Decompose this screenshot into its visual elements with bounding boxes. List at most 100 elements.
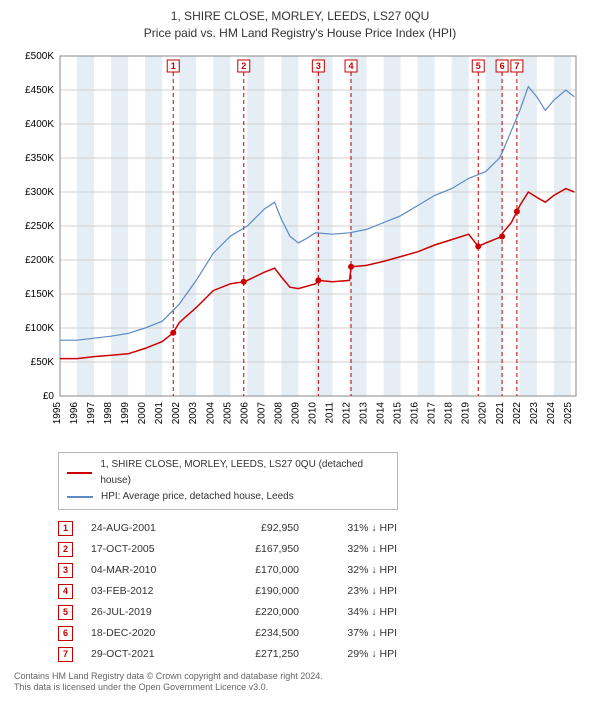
sale-marker-number: 2 <box>241 61 246 71</box>
transaction-number: 2 <box>58 542 73 557</box>
transaction-number: 6 <box>58 626 73 641</box>
x-tick-label: 2018 <box>444 401 455 424</box>
y-tick-label: £100K <box>25 323 54 334</box>
y-tick-label: £400K <box>25 119 54 130</box>
x-tick-label: 2013 <box>359 401 370 424</box>
y-tick-label: £0 <box>43 391 55 402</box>
y-tick-label: £200K <box>25 255 54 266</box>
x-tick-label: 2000 <box>137 401 148 424</box>
sale-dot <box>475 243 481 249</box>
x-tick-label: 2012 <box>342 401 353 424</box>
transaction-number: 7 <box>58 647 73 662</box>
chart-svg: £0 £50K £100K £150K £200K £250K £300K £350K £400… <box>14 46 584 446</box>
x-tick-label: 2025 <box>563 401 574 424</box>
x-tick-label: 2007 <box>256 401 267 424</box>
transaction-date: 03-FEB-2012 <box>91 585 201 597</box>
sale-dot <box>241 278 247 284</box>
legend-hpi-swatch <box>67 496 93 498</box>
x-tick-label: 2023 <box>529 401 540 424</box>
transaction-number: 4 <box>58 584 73 599</box>
transaction-diff: 37% ↓ HPI <box>317 627 397 639</box>
sale-dot <box>315 277 321 283</box>
transaction-price: £92,950 <box>219 522 299 534</box>
price-chart: £0 £50K £100K £150K £200K £250K £300K £350K £400… <box>14 46 586 446</box>
transaction-diff: 34% ↓ HPI <box>317 606 397 618</box>
legend-hpi: HPI: Average price, detached house, Leed… <box>67 489 389 505</box>
x-tick-label: 1999 <box>120 401 131 424</box>
x-tick-label: 1997 <box>86 401 97 424</box>
x-tick-label: 2003 <box>188 401 199 424</box>
x-tick-label: 1998 <box>103 401 114 424</box>
sale-marker-number: 6 <box>500 61 505 71</box>
y-tick-label: £350K <box>25 153 54 164</box>
y-tick-label: £50K <box>31 357 55 368</box>
x-tick-label: 2009 <box>290 401 301 424</box>
transaction-number: 5 <box>58 605 73 620</box>
transaction-row: 6 18-DEC-2020 £234,500 37% ↓ HPI <box>58 623 586 644</box>
title-subtitle: Price paid vs. HM Land Registry's House … <box>14 25 586 42</box>
legend-property-swatch <box>67 472 92 474</box>
sale-marker-number: 7 <box>514 61 519 71</box>
sale-marker-number: 3 <box>316 61 321 71</box>
transaction-row: 3 04-MAR-2010 £170,000 32% ↓ HPI <box>58 560 586 581</box>
legend-property-label: 1, SHIRE CLOSE, MORLEY, LEEDS, LS27 0QU … <box>100 457 389 489</box>
legend-property: 1, SHIRE CLOSE, MORLEY, LEEDS, LS27 0QU … <box>67 457 389 489</box>
x-tick-label: 2021 <box>495 401 506 424</box>
sale-dot <box>170 329 176 335</box>
transaction-price: £271,250 <box>219 648 299 660</box>
transaction-date: 17-OCT-2005 <box>91 543 201 555</box>
chart-titles: 1, SHIRE CLOSE, MORLEY, LEEDS, LS27 0QU … <box>14 8 586 42</box>
legend-box: 1, SHIRE CLOSE, MORLEY, LEEDS, LS27 0QU … <box>58 452 398 510</box>
transaction-row: 1 24-AUG-2001 £92,950 31% ↓ HPI <box>58 518 586 539</box>
transaction-diff: 23% ↓ HPI <box>317 585 397 597</box>
x-tick-label: 2005 <box>222 401 233 424</box>
transaction-diff: 29% ↓ HPI <box>317 648 397 660</box>
transaction-date: 24-AUG-2001 <box>91 522 201 534</box>
x-tick-label: 2008 <box>273 401 284 424</box>
transaction-number: 1 <box>58 521 73 536</box>
y-tick-label: £450K <box>25 85 54 96</box>
transaction-date: 29-OCT-2021 <box>91 648 201 660</box>
x-tick-label: 2014 <box>376 401 387 424</box>
transaction-price: £190,000 <box>219 585 299 597</box>
title-address: 1, SHIRE CLOSE, MORLEY, LEEDS, LS27 0QU <box>14 8 586 25</box>
transaction-diff: 32% ↓ HPI <box>317 564 397 576</box>
y-tick-label: £250K <box>25 221 54 232</box>
transaction-date: 18-DEC-2020 <box>91 627 201 639</box>
transaction-row: 7 29-OCT-2021 £271,250 29% ↓ HPI <box>58 644 586 665</box>
x-tick-label: 2010 <box>307 401 318 424</box>
x-tick-label: 1996 <box>69 401 80 424</box>
footnote-line2: This data is licensed under the Open Gov… <box>14 682 586 694</box>
y-tick-label: £150K <box>25 289 54 300</box>
sale-dot <box>499 233 505 239</box>
transaction-price: £220,000 <box>219 606 299 618</box>
sale-marker-number: 4 <box>349 61 354 71</box>
transaction-row: 4 03-FEB-2012 £190,000 23% ↓ HPI <box>58 581 586 602</box>
y-tick-label: £300K <box>25 187 54 198</box>
x-tick-label: 2020 <box>478 401 489 424</box>
transaction-price: £170,000 <box>219 564 299 576</box>
sale-marker-number: 1 <box>171 61 176 71</box>
transaction-row: 5 26-JUL-2019 £220,000 34% ↓ HPI <box>58 602 586 623</box>
x-tick-label: 2024 <box>546 401 557 424</box>
transaction-diff: 31% ↓ HPI <box>317 522 397 534</box>
sale-dot <box>514 208 520 214</box>
legend-hpi-label: HPI: Average price, detached house, Leed… <box>101 489 294 505</box>
transaction-date: 04-MAR-2010 <box>91 564 201 576</box>
footnote-line1: Contains HM Land Registry data © Crown c… <box>14 671 586 683</box>
footnote: Contains HM Land Registry data © Crown c… <box>14 671 586 694</box>
transaction-row: 2 17-OCT-2005 £167,950 32% ↓ HPI <box>58 539 586 560</box>
transaction-diff: 32% ↓ HPI <box>317 543 397 555</box>
sale-dot <box>348 263 354 269</box>
transactions-table: 1 24-AUG-2001 £92,950 31% ↓ HPI 2 17-OCT-2005… <box>58 518 586 665</box>
transaction-price: £167,950 <box>219 543 299 555</box>
transaction-date: 26-JUL-2019 <box>91 606 201 618</box>
x-tick-label: 2006 <box>239 401 250 424</box>
x-tick-label: 1995 <box>52 401 63 424</box>
transaction-number: 3 <box>58 563 73 578</box>
transaction-price: £234,500 <box>219 627 299 639</box>
y-tick-label: £500K <box>25 51 54 62</box>
x-tick-label: 2016 <box>410 401 421 424</box>
x-tick-label: 2001 <box>154 401 165 424</box>
x-tick-label: 2004 <box>205 401 216 424</box>
